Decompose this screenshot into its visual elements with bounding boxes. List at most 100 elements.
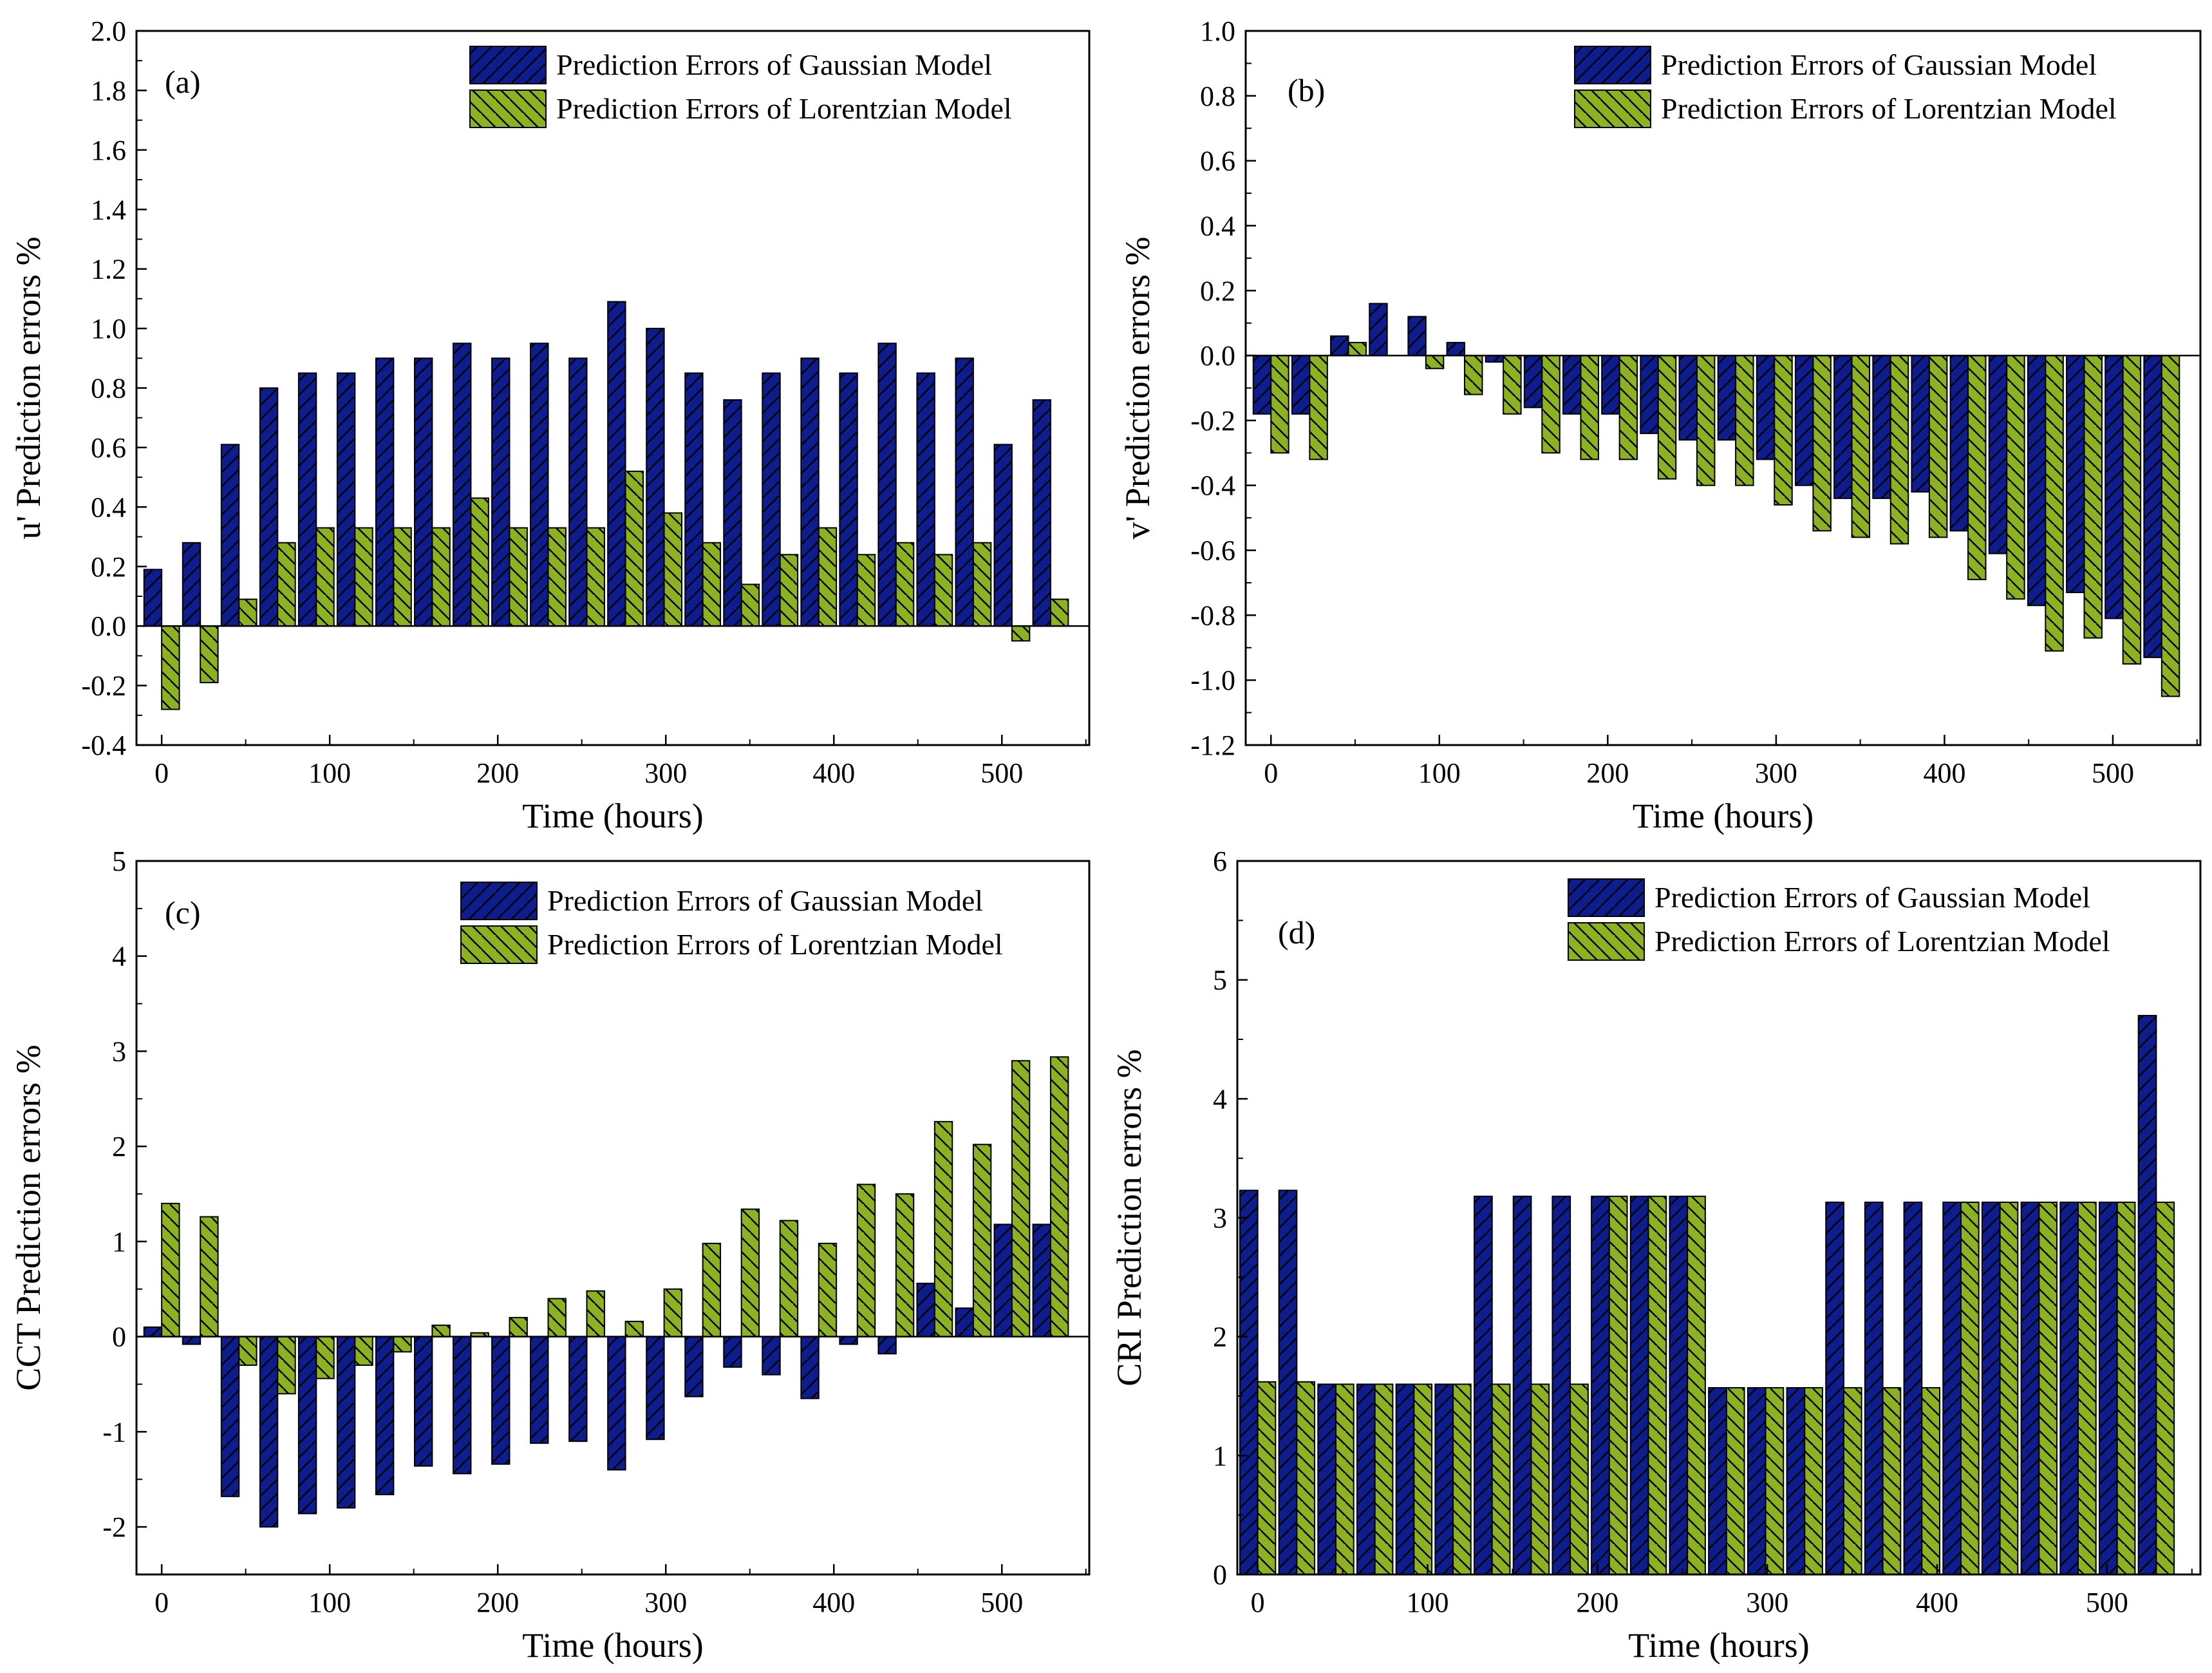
y-tick-label: -1.2	[1190, 730, 1235, 761]
x-tick-label: 100	[308, 1587, 351, 1618]
bar-hatch	[375, 1336, 394, 1495]
series-gaussian	[143, 1224, 1051, 1528]
y-tick-label: 1.8	[91, 75, 126, 106]
bar-hatch	[625, 1321, 643, 1337]
bar-hatch	[1726, 1388, 1745, 1574]
bar-hatch	[955, 358, 973, 627]
bar-hatch	[741, 1209, 760, 1337]
bar-hatch	[298, 373, 317, 627]
bar-hatch	[492, 1336, 510, 1464]
y-tick-label: -0.2	[1190, 405, 1235, 437]
x-tick-label: 100	[1418, 757, 1461, 789]
bar-hatch	[646, 1336, 664, 1440]
x-tick-label: 500	[980, 1587, 1023, 1618]
bar-hatch	[1552, 1196, 1571, 1574]
bar-hatch	[1474, 1196, 1492, 1574]
bar-hatch	[857, 1184, 876, 1337]
bar-hatch	[144, 1327, 162, 1337]
bar-hatch	[702, 542, 721, 627]
bar-hatch	[432, 527, 450, 627]
x-axis-label: Time (hours)	[1633, 797, 1814, 835]
bar-hatch	[1542, 355, 1560, 453]
bar-hatch	[1864, 1202, 1883, 1574]
x-tick-label: 300	[644, 1587, 687, 1618]
bar-hatch	[917, 1283, 935, 1337]
bar-hatch	[1425, 355, 1444, 369]
bar-hatch	[608, 301, 626, 627]
bar-hatch	[2105, 355, 2123, 619]
y-tick-label: 1.2	[91, 254, 126, 285]
bar-hatch	[994, 444, 1012, 627]
panel-label: (d)	[1278, 914, 1315, 950]
bar-hatch	[685, 1336, 703, 1397]
bar-hatch	[1253, 355, 1271, 414]
bar-hatch	[1765, 1388, 1784, 1574]
y-axis-label: CCT Prediction errors %	[9, 1044, 48, 1390]
bar-hatch	[2067, 355, 2085, 593]
bar-hatch	[414, 1336, 433, 1466]
legend: Prediction Errors of Gaussian Model Predi…	[469, 46, 1012, 128]
bar-hatch	[973, 542, 991, 627]
bar-hatch	[1414, 1384, 1432, 1574]
x-tick-label: 400	[1916, 1587, 1958, 1618]
bar-hatch	[973, 1144, 991, 1337]
y-tick-label: 1	[112, 1226, 126, 1258]
y-tick-label: 5	[112, 846, 126, 877]
y-axis-label: CRI Prediction errors %	[1110, 1049, 1148, 1386]
bar-hatch	[2144, 355, 2162, 657]
legend: Prediction Errors of Gaussian Model Predi…	[1568, 878, 2110, 961]
bar-hatch	[934, 1121, 953, 1337]
bar-hatch	[1257, 1381, 1276, 1574]
bar-hatch	[1826, 1202, 1844, 1574]
y-tick-label: -0.4	[1190, 470, 1235, 502]
x-axis-label: Time (hours)	[522, 1626, 704, 1665]
x-axis-label: Time (hours)	[522, 797, 704, 835]
legend-swatch-hatch	[1575, 90, 1651, 128]
bar-hatch	[548, 527, 566, 627]
plot-frame	[135, 860, 1091, 1576]
x-tick-label: 100	[1407, 1587, 1449, 1618]
bar-hatch	[741, 584, 760, 627]
bar-hatch	[221, 1336, 239, 1497]
y-tick-label: 1	[1213, 1440, 1227, 1471]
bar-hatch	[2060, 1202, 2079, 1574]
bar-hatch	[1619, 355, 1638, 460]
bar-hatch	[453, 343, 471, 627]
bar-hatch	[2156, 1202, 2175, 1574]
panel-label: (a)	[165, 64, 201, 100]
bar-hatch	[1050, 599, 1069, 627]
bar-hatch	[393, 1336, 411, 1352]
bar-hatch	[1369, 303, 1387, 356]
y-tick-label: 0.8	[91, 373, 126, 404]
y-tick-label: 1.0	[91, 313, 126, 345]
bar-hatch	[1570, 1384, 1588, 1574]
x-tick-label: 300	[1755, 757, 1797, 789]
bar-hatch	[1774, 355, 1792, 505]
bar-hatch	[1718, 355, 1736, 440]
bar-hatch	[162, 626, 180, 710]
y-tick-label: 1.4	[91, 194, 126, 225]
bar-hatch	[1890, 355, 1909, 544]
x-tick-label: 0	[155, 1587, 169, 1618]
bar-hatch	[878, 1336, 896, 1354]
y-tick-label: 0.8	[1200, 80, 1235, 112]
bar-hatch	[1374, 1384, 1393, 1574]
bar-hatch	[393, 527, 411, 627]
bar-hatch	[1318, 1384, 1336, 1574]
bar-hatch	[239, 1336, 257, 1365]
bar-hatch	[2007, 355, 2025, 600]
bar-hatch	[1687, 1196, 1705, 1574]
bar-hatch	[221, 444, 239, 627]
bar-hatch	[200, 626, 218, 683]
bar-hatch	[337, 1336, 355, 1508]
bar-hatch	[934, 554, 953, 627]
x-tick-label: 500	[980, 757, 1023, 789]
y-tick-label: 5	[1213, 965, 1227, 996]
bar-hatch	[162, 1203, 180, 1337]
y-tick-label: 1.0	[1200, 15, 1235, 47]
bar-hatch	[685, 373, 703, 627]
bar-hatch	[762, 373, 780, 627]
bar-hatch	[955, 1308, 973, 1337]
bar-hatch	[1911, 355, 1929, 492]
legend-swatch-hatch	[461, 882, 537, 920]
